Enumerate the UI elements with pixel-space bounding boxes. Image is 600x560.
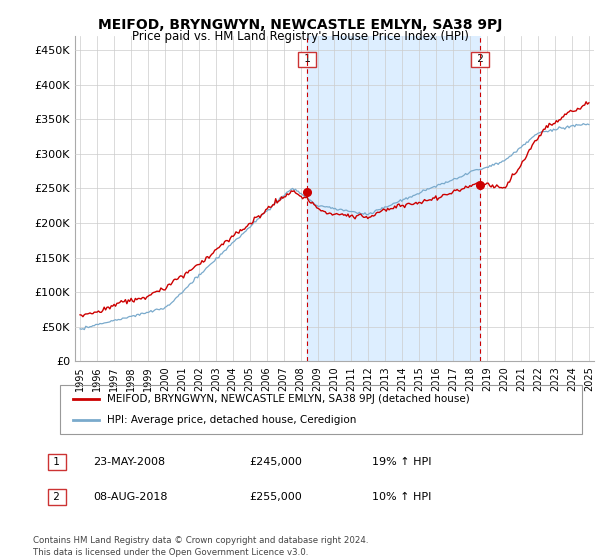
Text: MEIFOD, BRYNGWYN, NEWCASTLE EMLYN, SA38 9PJ: MEIFOD, BRYNGWYN, NEWCASTLE EMLYN, SA38 … <box>98 18 502 32</box>
Text: Contains HM Land Registry data © Crown copyright and database right 2024.
This d: Contains HM Land Registry data © Crown c… <box>33 536 368 557</box>
Text: 08-AUG-2018: 08-AUG-2018 <box>93 492 167 502</box>
Text: £245,000: £245,000 <box>249 457 302 467</box>
Text: MEIFOD, BRYNGWYN, NEWCASTLE EMLYN, SA38 9PJ (detached house): MEIFOD, BRYNGWYN, NEWCASTLE EMLYN, SA38 … <box>107 394 470 404</box>
Text: 1: 1 <box>50 457 64 467</box>
Text: 10% ↑ HPI: 10% ↑ HPI <box>372 492 431 502</box>
Text: 1: 1 <box>301 54 314 64</box>
Text: 19% ↑ HPI: 19% ↑ HPI <box>372 457 431 467</box>
Text: 23-MAY-2008: 23-MAY-2008 <box>93 457 165 467</box>
Text: 2: 2 <box>50 492 64 502</box>
Text: £255,000: £255,000 <box>249 492 302 502</box>
Bar <box>307 36 480 361</box>
Text: HPI: Average price, detached house, Ceredigion: HPI: Average price, detached house, Cere… <box>107 415 356 425</box>
Text: Price paid vs. HM Land Registry's House Price Index (HPI): Price paid vs. HM Land Registry's House … <box>131 30 469 43</box>
Text: 2: 2 <box>473 54 487 64</box>
